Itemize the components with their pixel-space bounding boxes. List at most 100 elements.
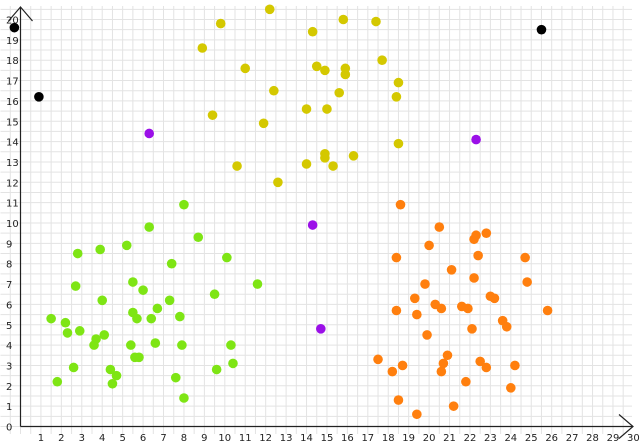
data-point: [215, 18, 226, 29]
y-tick-label: 8: [6, 260, 12, 271]
y-tick-label: 12: [6, 178, 19, 189]
y-tick-label: 20: [6, 16, 19, 27]
origin-label: 0: [6, 423, 12, 434]
data-point: [334, 87, 345, 98]
data-point: [107, 378, 118, 389]
data-point: [60, 317, 71, 328]
data-point: [146, 313, 157, 324]
data-point: [89, 340, 99, 350]
data-point: [307, 26, 318, 37]
x-tick-label: 10: [218, 433, 231, 444]
data-point: [228, 358, 238, 369]
x-tick-label: 9: [201, 433, 207, 444]
data-point: [132, 313, 142, 324]
data-point: [506, 383, 516, 393]
data-point: [316, 324, 326, 334]
y-tick-label: 16: [6, 97, 19, 108]
y-tick-label: 15: [6, 117, 19, 128]
data-point: [471, 134, 481, 145]
data-point: [240, 63, 251, 74]
data-point: [510, 360, 520, 371]
data-point: [193, 232, 204, 243]
data-point: [99, 330, 110, 340]
data-point: [536, 24, 547, 35]
data-point: [258, 118, 269, 129]
data-point: [70, 281, 81, 291]
data-point: [391, 305, 402, 316]
data-point: [46, 313, 56, 324]
y-tick-label: 11: [6, 199, 19, 210]
data-point: [467, 324, 477, 334]
data-point: [348, 151, 359, 161]
data-point: [222, 252, 232, 263]
x-tick-label: 29: [607, 433, 620, 444]
x-tick-label: 20: [423, 433, 436, 444]
data-point: [264, 4, 275, 15]
x-tick-label: 15: [321, 433, 334, 444]
data-point: [409, 293, 420, 304]
data-point: [74, 326, 85, 336]
data-point: [340, 69, 351, 80]
x-tick-label: 5: [119, 433, 125, 444]
data-point: [144, 128, 155, 139]
data-point: [177, 340, 187, 350]
data-point: [481, 228, 492, 238]
data-point: [252, 279, 263, 289]
data-point: [393, 138, 404, 149]
data-point: [179, 393, 189, 403]
data-point: [371, 16, 381, 27]
data-point: [412, 309, 422, 320]
y-tick-label: 3: [6, 361, 12, 372]
x-tick-label: 24: [504, 433, 517, 444]
data-point: [446, 265, 457, 275]
x-tick-label: 16: [341, 433, 354, 444]
data-point: [373, 354, 383, 365]
data-point: [311, 61, 322, 72]
data-point: [301, 104, 312, 114]
data-point: [34, 92, 44, 102]
y-tick-label: 7: [6, 280, 12, 291]
data-point: [412, 409, 422, 420]
data-point: [209, 289, 220, 300]
data-point: [9, 22, 20, 33]
data-point: [391, 92, 402, 102]
y-tick-label: 13: [6, 158, 19, 169]
x-tick-label: 27: [566, 433, 579, 444]
x-tick-label: 2: [58, 433, 64, 444]
y-axis-arrow: [8, 6, 33, 22]
x-tick-label: 23: [484, 433, 497, 444]
data-point: [338, 14, 349, 25]
data-point: [95, 244, 105, 255]
data-point: [301, 159, 312, 169]
x-tick-label: 25: [525, 433, 538, 444]
data-point: [232, 161, 242, 171]
data-point: [328, 161, 338, 171]
x-tick-label: 26: [545, 433, 558, 444]
data-point: [422, 330, 432, 340]
data-point: [463, 303, 473, 314]
y-tick-label: 1: [6, 402, 12, 413]
data-point: [273, 177, 283, 188]
y-tick-label: 18: [6, 56, 19, 67]
data-point: [320, 153, 330, 163]
data-point: [130, 352, 140, 363]
x-tick-label: 3: [79, 433, 85, 444]
data-point: [126, 340, 136, 350]
data-point: [111, 370, 122, 381]
data-point: [138, 285, 148, 295]
data-point: [207, 110, 218, 120]
data-point: [150, 338, 161, 348]
x-tick-label: 22: [464, 433, 477, 444]
y-tick-label: 14: [6, 138, 19, 149]
data-point: [473, 250, 483, 261]
data-point: [489, 293, 500, 304]
data-point: [62, 328, 73, 338]
data-point: [307, 220, 318, 230]
data-point: [481, 362, 492, 373]
data-point: [475, 356, 485, 367]
y-tick-label: 10: [6, 219, 19, 230]
x-tick-label: 11: [239, 433, 252, 444]
data-point: [377, 55, 387, 65]
data-point: [442, 350, 453, 361]
